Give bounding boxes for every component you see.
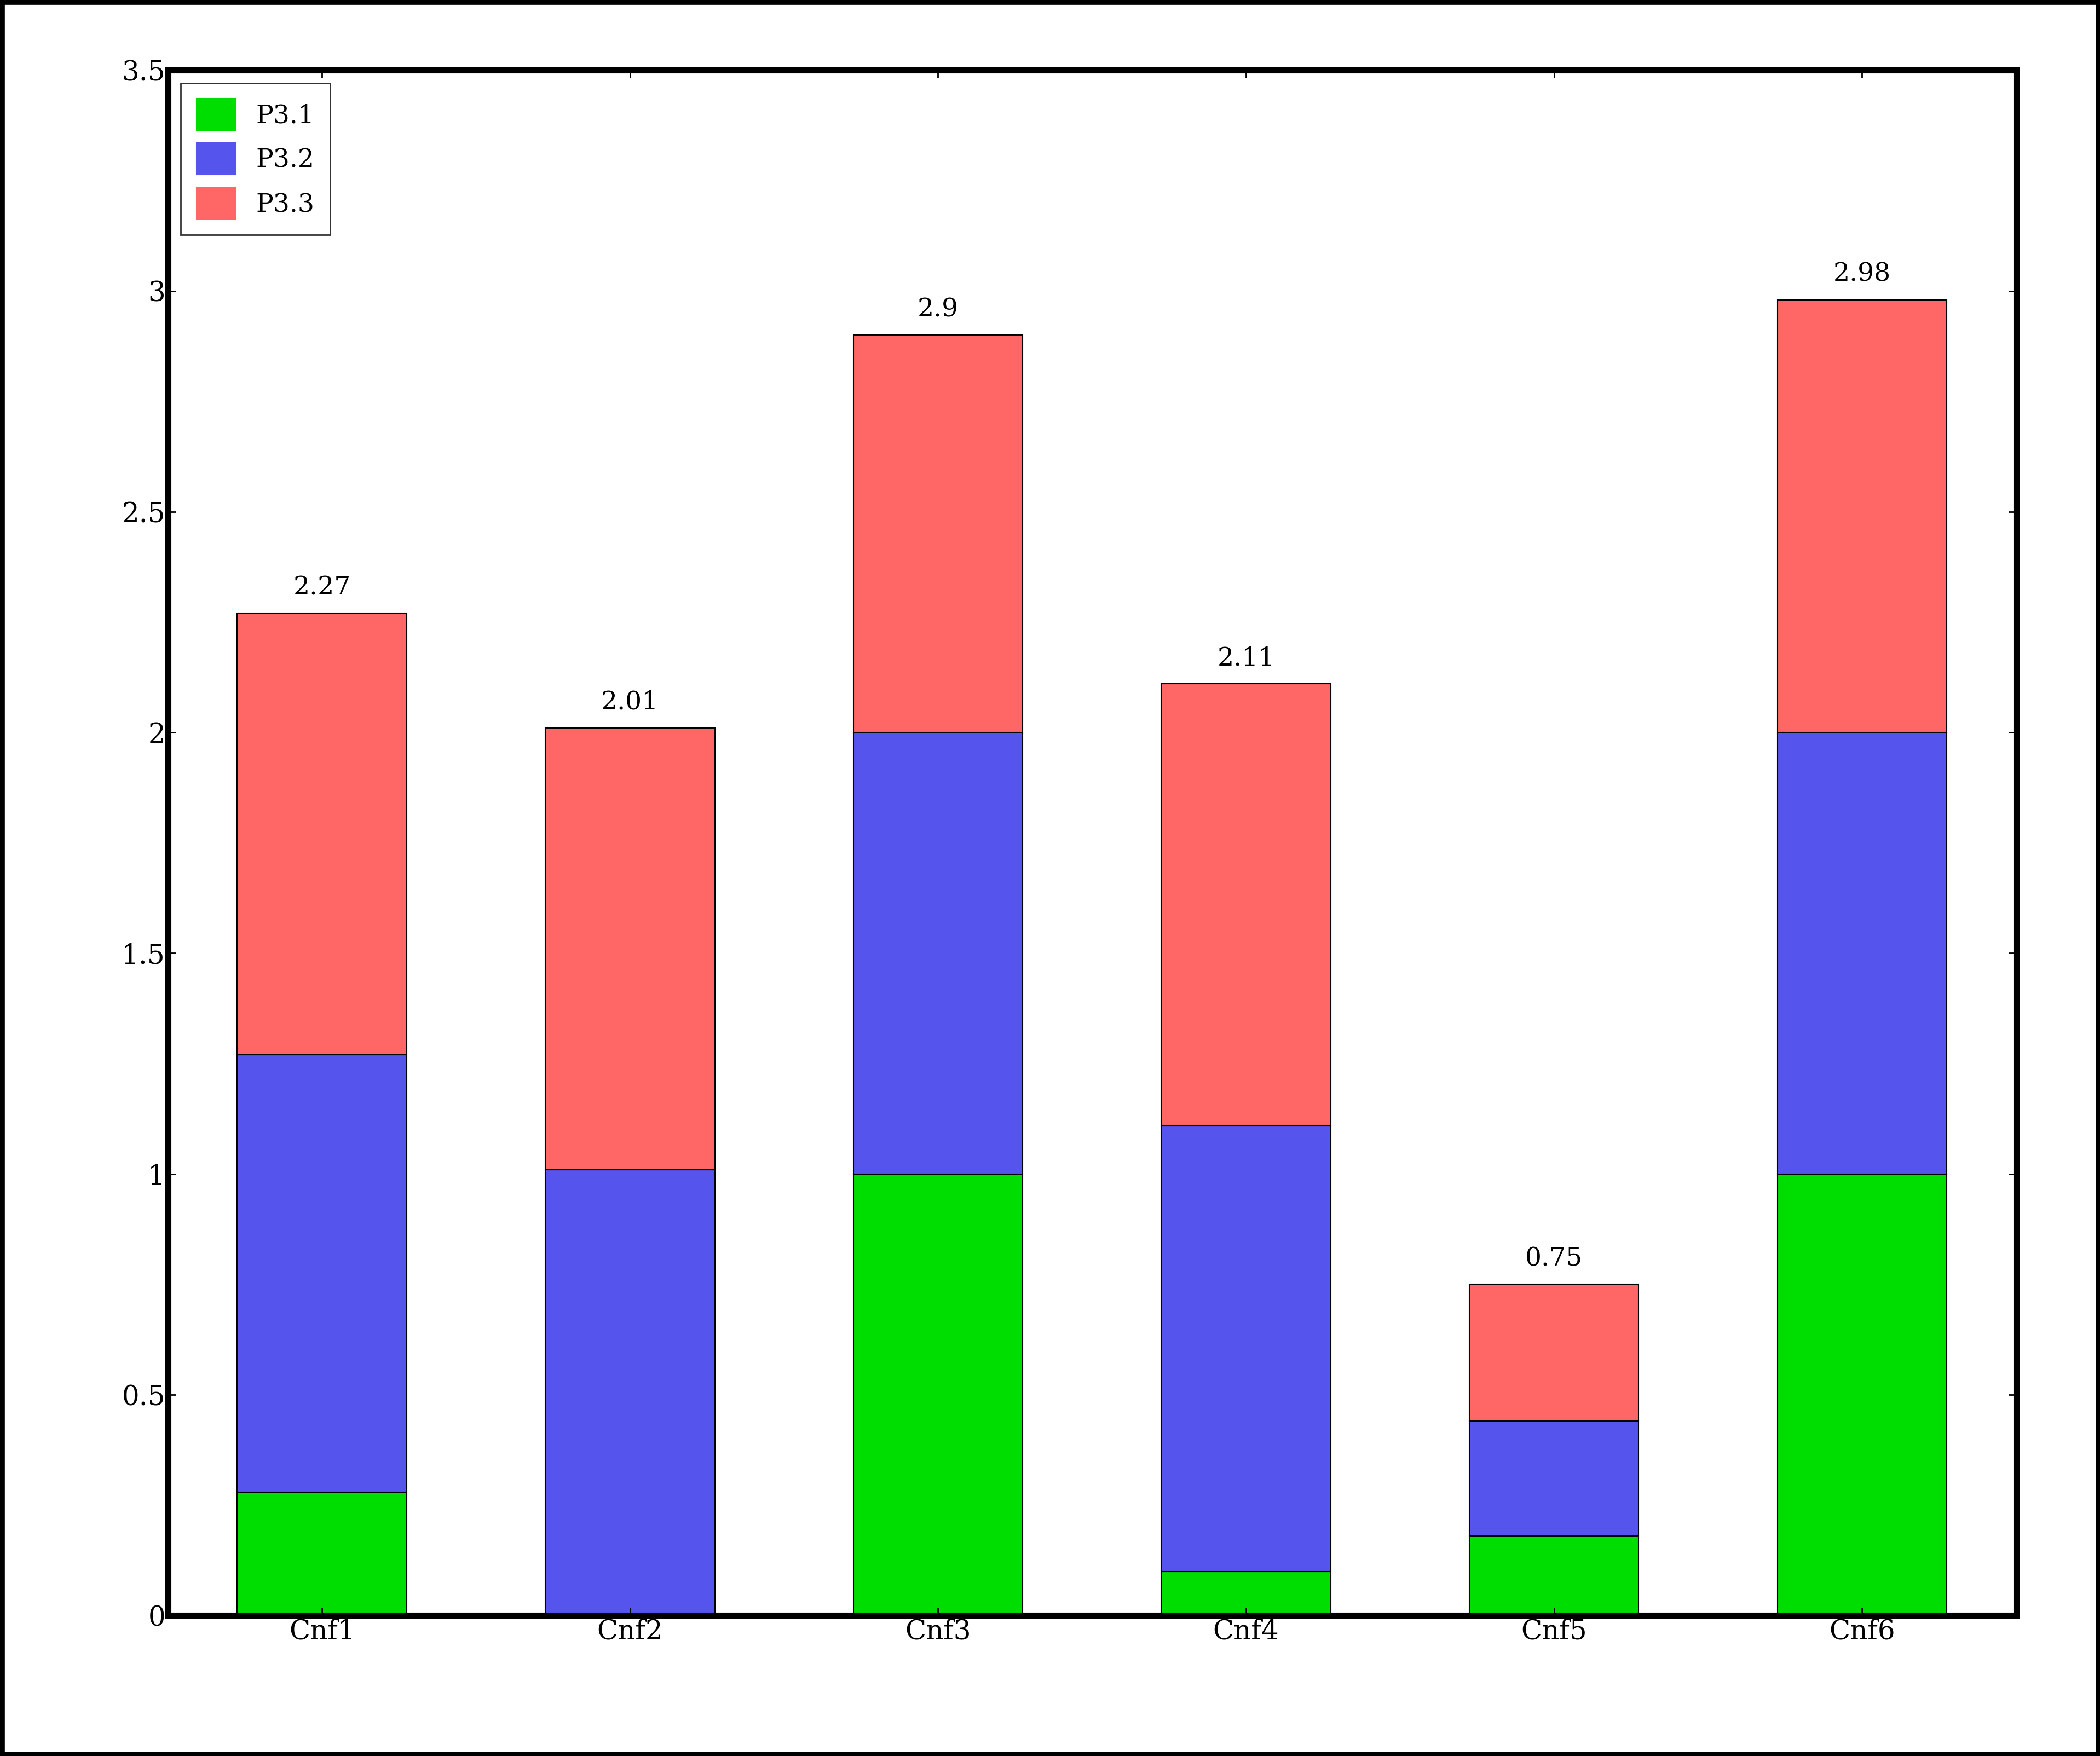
Bar — [853, 732, 1023, 1175]
Text: 0.75: 0.75 — [1525, 1247, 1583, 1271]
Bar — [1777, 732, 1947, 1175]
Bar — [1777, 1175, 1947, 1616]
Bar — [1161, 1126, 1331, 1572]
Bar — [237, 1055, 407, 1493]
Bar — [1470, 1284, 1638, 1421]
Bar — [853, 335, 1023, 732]
Bar — [1470, 1421, 1638, 1537]
Bar — [853, 1175, 1023, 1616]
Bar — [546, 1169, 714, 1616]
Bar — [1777, 300, 1947, 732]
Legend: P3.1, P3.2, P3.3: P3.1, P3.2, P3.3 — [181, 83, 330, 235]
Bar — [1161, 683, 1331, 1126]
Bar — [237, 1493, 407, 1616]
Bar — [546, 729, 714, 1169]
Text: 2.98: 2.98 — [1833, 262, 1890, 286]
Text: 2.27: 2.27 — [294, 576, 351, 601]
Bar — [1161, 1572, 1331, 1616]
Text: 2.01: 2.01 — [601, 690, 659, 715]
Bar — [1470, 1537, 1638, 1616]
Text: 2.9: 2.9 — [918, 297, 958, 321]
Text: 2.11: 2.11 — [1218, 646, 1275, 671]
Bar — [237, 613, 407, 1055]
